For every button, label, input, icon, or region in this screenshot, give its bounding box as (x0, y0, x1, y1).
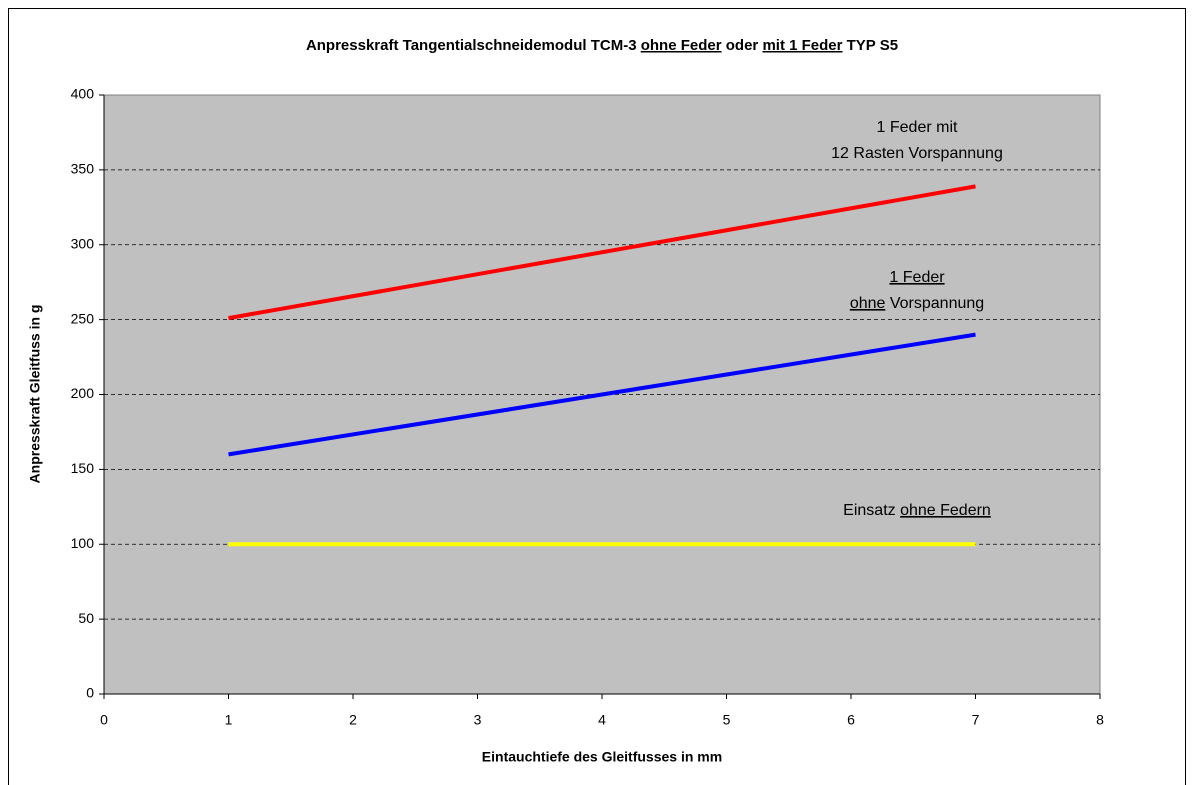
x-tick-label: 7 (972, 712, 980, 728)
text-run: 12 Rasten Vorspannung (831, 145, 1003, 162)
annotation: 12 Rasten Vorspannung (831, 145, 1003, 162)
text-run: Einsatz (843, 502, 895, 519)
text-run: ohne Feder (641, 37, 722, 54)
series-line (228, 184, 976, 321)
annotation: ohne Vorspannung (850, 295, 984, 312)
text-run: ohne Federn (900, 502, 991, 519)
y-tick-label: 350 (71, 161, 95, 177)
x-tick-label: 5 (723, 712, 731, 728)
y-tick-label: 300 (71, 235, 95, 251)
y-tick-label: 100 (71, 535, 95, 551)
text-run: mit 1 Feder (762, 37, 842, 54)
x-tick-label: 8 (1096, 712, 1104, 728)
annotation: Einsatz ohne Federn (843, 502, 991, 519)
y-tick-label: 0 (86, 685, 94, 701)
y-tick-label: 200 (71, 385, 95, 401)
y-tick-label: 150 (71, 460, 95, 476)
text-run: oder (726, 37, 759, 54)
x-axis-label: Eintauchtiefe des Gleitfusses in mm (482, 749, 722, 765)
text-run: Vorspannung (890, 295, 984, 312)
y-tick-label: 50 (78, 610, 94, 626)
text-run: ohne (850, 295, 886, 312)
text-run: 1 Feder (889, 269, 945, 286)
series-line (228, 332, 976, 457)
y-axis-label: Anpresskraft Gleitfuss in g (27, 305, 43, 484)
x-tick-label: 1 (225, 712, 233, 728)
x-tick-label: 2 (349, 712, 357, 728)
x-tick-label: 6 (847, 712, 855, 728)
text-run: TYP S5 (847, 37, 898, 54)
text-run: Anpresskraft Tangentialschneidemodul TCM… (306, 37, 637, 54)
annotation: 1 Feder (889, 269, 945, 286)
y-tick-label: 250 (71, 310, 95, 326)
chart-title: Anpresskraft Tangentialschneidemodul TCM… (306, 37, 898, 54)
x-tick-label: 0 (100, 712, 108, 728)
text-run: 1 Feder mit (877, 119, 958, 136)
y-tick-label: 400 (71, 86, 95, 102)
x-tick-label: 4 (598, 712, 606, 728)
annotation: 1 Feder mit (877, 119, 958, 136)
x-tick-label: 3 (474, 712, 482, 728)
